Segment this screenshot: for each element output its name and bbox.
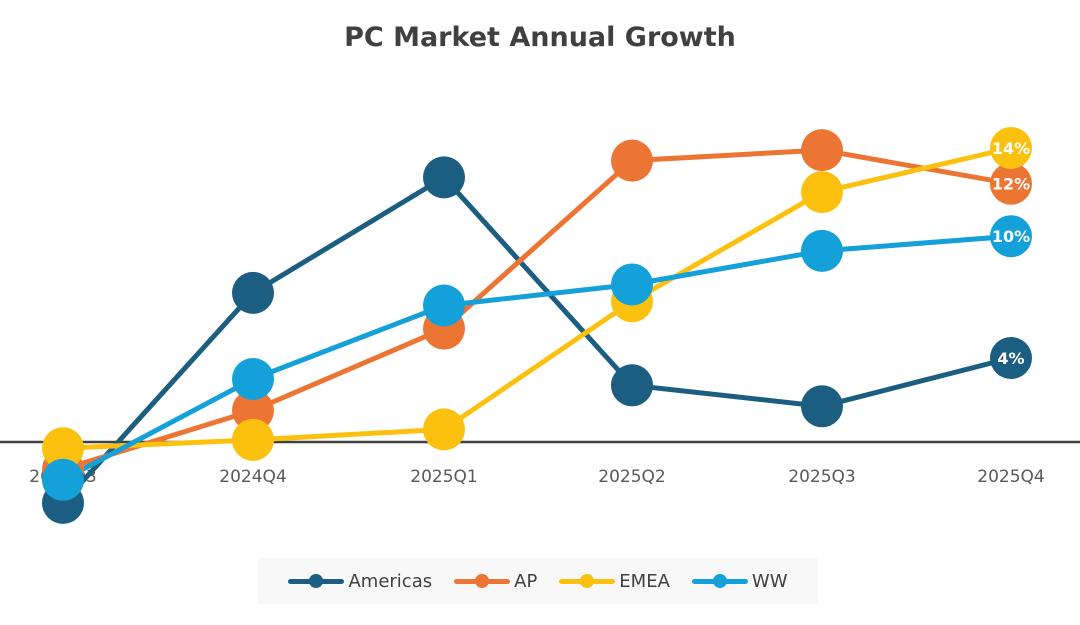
data-point-ap	[232, 389, 274, 432]
data-point-ww	[423, 284, 465, 327]
data-label-ap: 12%	[992, 175, 1030, 194]
legend-item: WW	[691, 570, 788, 592]
legend-swatch	[559, 573, 616, 588]
x-tick-label: 2025Q2	[598, 467, 665, 487]
series-line-emea	[62, 145, 1012, 451]
data-point-ww	[42, 458, 84, 501]
legend-label: AP	[514, 570, 538, 592]
data-point-emea	[42, 427, 84, 470]
series-line-ww	[61, 233, 1012, 483]
legend-item: Americas	[288, 571, 432, 592]
data-point-emea	[990, 127, 1032, 169]
data-point-americas	[990, 337, 1032, 379]
legend-item: EMEA	[559, 571, 670, 592]
data-point-ap	[801, 129, 843, 172]
legend-swatch	[691, 573, 748, 588]
data-point-ww	[801, 229, 843, 272]
chart-title: PC Market Annual Growth	[344, 22, 736, 53]
legend-label: WW	[751, 570, 788, 592]
data-point-ap	[611, 139, 653, 182]
data-point-ww	[990, 215, 1032, 258]
data-label-emea: 14%	[992, 139, 1030, 158]
data-label-ww: 10%	[992, 227, 1030, 246]
legend-swatch	[288, 573, 345, 588]
data-point-americas	[232, 271, 274, 314]
data-point-ap	[990, 162, 1032, 205]
data-point-emea	[801, 171, 843, 214]
x-tick-label: 2025Q4	[977, 467, 1044, 487]
series-line-ap	[62, 147, 1012, 472]
data-point-emea	[423, 408, 465, 451]
series-line-americas	[61, 174, 1012, 505]
legend: Americas AP EMEA WW	[258, 558, 818, 604]
data-point-ww	[611, 263, 653, 306]
data-point-emea	[232, 418, 274, 461]
legend-label: Americas	[348, 570, 433, 592]
data-point-americas	[423, 156, 465, 199]
legend-item: AP	[454, 571, 537, 592]
x-tick-label: 2024Q4	[219, 467, 286, 487]
data-point-ww	[232, 358, 274, 400]
data-point-americas	[611, 364, 653, 407]
x-tick-label: 2025Q1	[410, 467, 477, 487]
data-point-americas	[801, 385, 843, 428]
legend-swatch	[454, 573, 511, 588]
x-tick-label: 2025Q3	[788, 467, 855, 487]
legend-label: EMEA	[619, 570, 670, 592]
data-label-americas: 4%	[997, 349, 1024, 368]
